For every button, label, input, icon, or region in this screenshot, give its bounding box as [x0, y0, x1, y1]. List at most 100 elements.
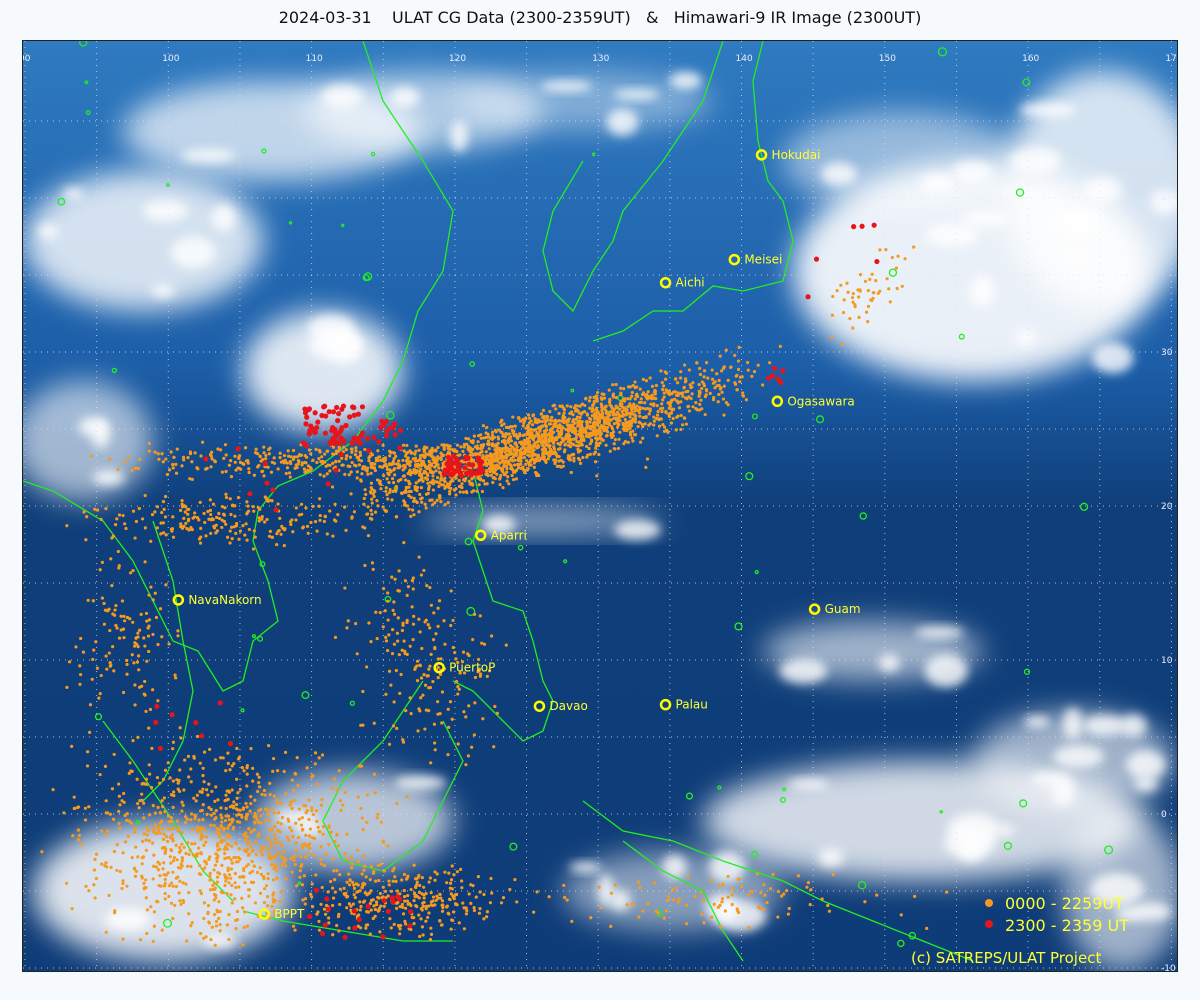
stroke-early [204, 935, 208, 939]
stroke-early [695, 361, 699, 365]
map-title: 2024-03-31 ULAT CG Data (2300-2359UT) & … [278, 8, 922, 27]
stroke-early [527, 416, 531, 420]
stroke-early [137, 506, 141, 511]
stroke-early [158, 831, 162, 835]
stroke-early [471, 884, 475, 888]
coastline [542, 41, 724, 313]
stroke-early [720, 390, 724, 394]
stroke-early [78, 664, 82, 668]
stroke-early [541, 438, 545, 442]
stroke-early [393, 473, 397, 477]
stroke-early [257, 820, 261, 824]
stroke-early [304, 843, 308, 848]
stroke-early [108, 628, 112, 633]
stroke-early [345, 880, 349, 884]
stroke-early [230, 861, 235, 865]
stroke-recent [235, 446, 241, 452]
stroke-early [117, 636, 122, 640]
stroke-early [412, 499, 416, 503]
stroke-early [504, 432, 508, 436]
stroke-early [346, 464, 350, 468]
stroke-early [267, 828, 271, 832]
stroke-early [610, 431, 614, 436]
stroke-early [200, 790, 204, 794]
stroke-early [178, 845, 182, 850]
stroke-early [116, 549, 120, 554]
stroke-early [276, 467, 280, 471]
stroke-early [317, 456, 321, 461]
stroke-early [263, 793, 267, 797]
stroke-early [134, 519, 139, 524]
stroke-early [638, 886, 642, 890]
stroke-early [94, 852, 99, 856]
stroke-early [455, 870, 460, 874]
stroke-early [188, 477, 192, 481]
stroke-early [292, 858, 296, 862]
stroke-early [121, 627, 126, 631]
stroke-early [400, 905, 405, 909]
stroke-early [131, 509, 136, 513]
stroke-early [125, 818, 129, 822]
stroke-early [661, 387, 665, 392]
stroke-early [522, 421, 526, 425]
stroke-recent [371, 434, 377, 440]
stroke-early [123, 522, 127, 526]
stroke-early [367, 891, 372, 895]
stroke-early [483, 482, 487, 486]
stroke-early [197, 518, 201, 522]
stroke-early [235, 522, 239, 526]
stroke-early [453, 650, 457, 655]
stroke-recent [871, 222, 877, 228]
stroke-recent [338, 435, 344, 441]
stroke-early [839, 283, 843, 287]
stroke-early [258, 891, 263, 895]
stroke-early [416, 729, 420, 733]
stroke-early [945, 890, 949, 894]
stroke-early [604, 404, 608, 408]
stroke-early [98, 773, 102, 777]
stroke-early [434, 461, 438, 465]
island [111, 367, 118, 374]
stroke-early [404, 451, 409, 456]
stroke-early [369, 889, 373, 893]
stroke-recent [332, 427, 338, 433]
stroke-early [223, 506, 227, 510]
stroke-early [681, 394, 685, 398]
stroke-early [330, 886, 335, 890]
stroke-early [181, 455, 186, 459]
stroke-early [371, 916, 375, 921]
stroke-early [500, 468, 504, 472]
stroke-early [387, 883, 391, 887]
stroke-early [524, 462, 528, 466]
stroke-early [170, 819, 174, 824]
stroke-early [280, 844, 284, 848]
stroke-early [332, 777, 336, 781]
stroke-early [314, 447, 318, 451]
cloud [23, 381, 153, 501]
stroke-early [77, 833, 82, 838]
stroke-early [86, 598, 90, 602]
stroke-recent [772, 365, 778, 371]
stroke-early [130, 468, 134, 472]
stroke-early [526, 460, 531, 465]
stroke-early [382, 474, 386, 478]
stroke-early [507, 482, 511, 486]
stroke-early [451, 918, 455, 923]
stroke-early [338, 872, 342, 877]
stroke-early [317, 448, 321, 452]
stroke-early [253, 901, 258, 905]
stroke-early [184, 521, 188, 525]
stroke-early [424, 708, 428, 712]
stroke-early [427, 686, 431, 690]
stroke-early [585, 455, 589, 459]
stroke-early [349, 856, 354, 860]
stroke-early [78, 682, 82, 686]
stroke-early [163, 846, 167, 850]
stroke-early [266, 836, 271, 841]
stroke-recent [813, 256, 820, 262]
stroke-early [183, 758, 187, 762]
stroke-early [857, 295, 861, 299]
stroke-early [250, 859, 254, 863]
stroke-early [266, 877, 270, 881]
stroke-early [361, 689, 365, 694]
